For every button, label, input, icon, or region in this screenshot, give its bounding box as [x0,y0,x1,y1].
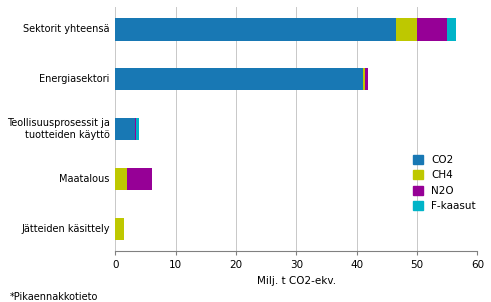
Bar [417,18,447,40]
Bar [396,18,417,40]
Bar [115,118,135,140]
X-axis label: Milj. t CO2-ekv.: Milj. t CO2-ekv. [257,276,336,286]
Bar [128,168,152,190]
Text: *Pikaennakkotieto: *Pikaennakkotieto [10,292,98,302]
Bar [135,118,136,140]
Bar [115,18,396,40]
Bar [447,18,456,40]
Bar [115,218,124,240]
Bar [365,68,368,91]
Bar [363,68,365,91]
Bar [115,68,363,91]
Bar [136,118,138,140]
Legend: CO2, CH4, N2O, F-kaasut: CO2, CH4, N2O, F-kaasut [412,155,476,211]
Bar [115,168,128,190]
